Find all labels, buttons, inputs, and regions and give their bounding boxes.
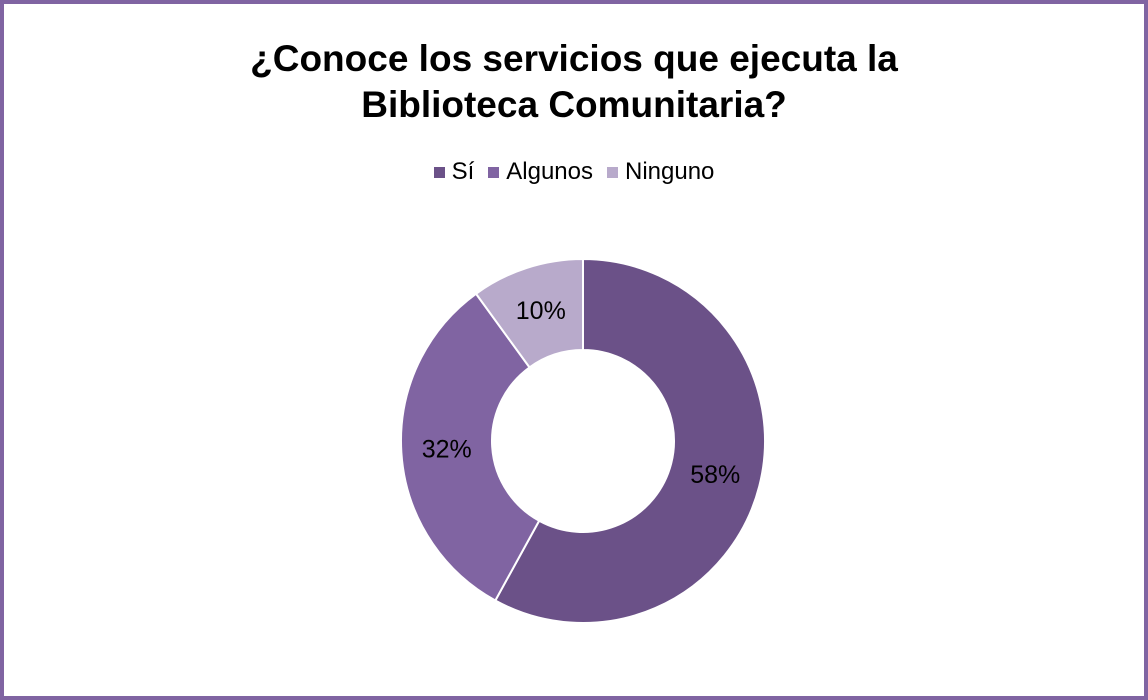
donut-slice-si [493,257,766,624]
legend-label-algunos: Algunos [506,158,593,185]
chart-legend: Sí Algunos Ninguno [0,158,1148,186]
data-label-si: 58% [690,461,740,489]
legend-item-ninguno: Ninguno [607,158,714,186]
legend-item-algunos: Algunos [488,158,593,186]
legend-swatch-si [433,166,445,178]
donut-slice-ninguno [474,257,584,369]
data-label-algunos: 32% [422,436,472,464]
donut-data-labels: 58% 32% 10% [422,297,740,489]
donut-slice-algunos [400,292,541,602]
legend-item-si: Sí [433,158,475,186]
chart-title: ¿Conoce los servicios que ejecuta la Bib… [0,36,1148,128]
chart-title-line-2: Biblioteca Comunitaria? [361,84,787,125]
data-label-ninguno: 10% [516,297,566,325]
legend-label-si: Sí [451,158,475,185]
donut-slices [400,257,766,624]
legend-swatch-ninguno [607,166,618,178]
legend-swatch-algunos [488,166,500,178]
donut-chart: 58% 32% 10% [400,257,766,624]
legend-label-ninguno: Ninguno [625,158,715,185]
chart-title-line-1: ¿Conoce los servicios que ejecuta la [250,38,898,79]
